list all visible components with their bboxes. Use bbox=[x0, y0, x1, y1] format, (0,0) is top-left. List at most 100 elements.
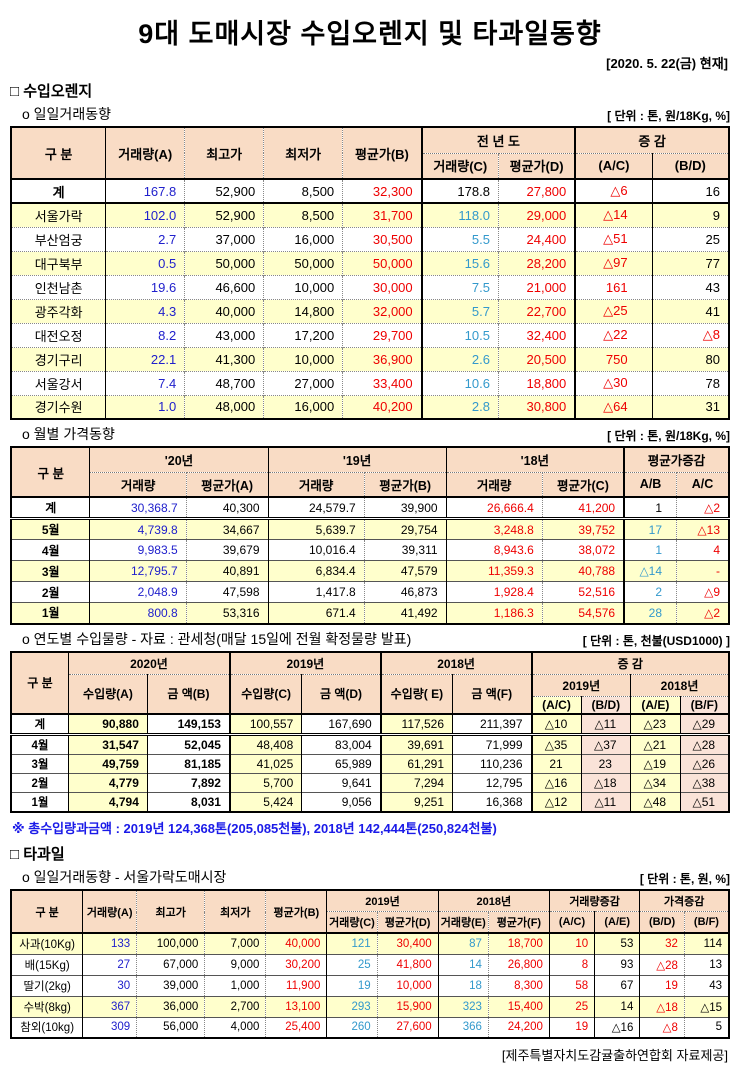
table-cell: 27,800 bbox=[498, 179, 577, 203]
table-cell: 31,547 bbox=[68, 734, 148, 755]
table-cell: 323 bbox=[438, 996, 489, 1017]
table-cell: 37,000 bbox=[184, 227, 265, 251]
row-label: 사과(10Kg) bbox=[11, 933, 84, 954]
column-header: 금 액(B) bbox=[147, 674, 231, 714]
table-cell: 11,359.3 bbox=[446, 560, 543, 582]
column-header: 평균가(F) bbox=[488, 911, 550, 933]
row-label: 계 bbox=[11, 714, 69, 735]
table-cell: 4 bbox=[713, 543, 720, 557]
column-header: 2019년 bbox=[326, 890, 439, 912]
table-cell: 40,200 bbox=[342, 395, 423, 419]
column-header: 증 감 bbox=[531, 651, 729, 675]
table-cell: △13 bbox=[676, 518, 729, 540]
table-row: 인천남촌 19.6 46,600 10,000 30,000 7.5 21,000 161 43 bbox=[11, 275, 729, 299]
column-header: 거래량 bbox=[268, 472, 365, 497]
row-label: 수박(8kg) bbox=[11, 996, 84, 1017]
table-row: 3월 49,759 81,185 41,025 65,989 61,291 110,236 2… bbox=[11, 754, 729, 774]
column-header: '20년 bbox=[89, 447, 269, 473]
table-row: 3월 12,795.7 40,891 6,834.4 47,579 11,359.3 40,… bbox=[11, 560, 729, 582]
table-cell: 19 bbox=[326, 975, 378, 996]
table-cell: 15,400 bbox=[488, 996, 550, 1017]
table-cell: 78 bbox=[705, 375, 720, 391]
column-header: 전 년 도 bbox=[421, 127, 577, 154]
table-cell: △34 bbox=[630, 773, 681, 793]
column-header: 거래량(E) bbox=[438, 911, 489, 933]
table-cell: 67,000 bbox=[136, 954, 206, 975]
table-cell: 23 bbox=[581, 754, 632, 774]
table-cell: 8,500 bbox=[263, 203, 344, 227]
table-row: 경기구리 22.1 41,300 10,000 36,900 2.6 20,500 750 80 bbox=[11, 347, 729, 371]
column-header: (B/D) bbox=[652, 153, 729, 179]
table-cell: 19.6 bbox=[105, 275, 186, 299]
table-cell: △9 bbox=[704, 585, 720, 599]
fruit-daily-trade-table-header: 구 분 거래량(A) 최고가 최저가 평균가(B) 2019년 2018년 거래량증감 가격증감… bbox=[11, 890, 729, 933]
table-row: 참외(10kg) 309 56,000 4,000 25,400 260 27,600 366… bbox=[11, 1017, 729, 1038]
table-cell: 100,557 bbox=[229, 714, 303, 735]
column-header: 수입량(C) bbox=[229, 674, 303, 714]
table-cell: 80 bbox=[652, 347, 729, 371]
table-row: 계 90,880 149,153 100,557 167,690 117,526 211,3… bbox=[11, 714, 729, 735]
table-cell: 12,795.7 bbox=[89, 560, 187, 582]
table-cell: 47,579 bbox=[364, 560, 447, 582]
table-cell: 2,048.9 bbox=[89, 581, 187, 603]
table-cell: 25,400 bbox=[265, 1017, 328, 1038]
table-cell: 48,000 bbox=[184, 395, 265, 419]
table-row: 딸기(2kg) 30 39,000 1,000 11,900 19 10,000 18 8,30… bbox=[11, 975, 729, 996]
table-cell: 47,598 bbox=[186, 581, 269, 603]
table-cell: 1 bbox=[624, 497, 678, 519]
row-label: 딸기(2kg) bbox=[11, 975, 84, 996]
table-cell: 10,000 bbox=[377, 975, 439, 996]
table-cell: △48 bbox=[630, 792, 681, 812]
table-cell: 27 bbox=[82, 954, 138, 975]
table-row: 1월 4,794 8,031 5,424 9,056 9,251 16,368 △12 △11 △… bbox=[11, 792, 729, 812]
column-header: 금 액(F) bbox=[452, 674, 533, 714]
row-label: 참외(10kg) bbox=[11, 1017, 84, 1038]
row-label: 광주각화 bbox=[11, 299, 107, 323]
table-cell: 5.5 bbox=[421, 227, 499, 251]
table-cell: 10.6 bbox=[421, 371, 499, 395]
row-label: 4월 bbox=[11, 734, 69, 755]
table-cell: △8 bbox=[639, 1017, 685, 1038]
table-cell: △16 bbox=[594, 1017, 641, 1038]
table-cell: 25 bbox=[326, 954, 378, 975]
section-heading-imported-orange: □ 수입오렌지 bbox=[10, 83, 93, 100]
table-cell: 10,000 bbox=[263, 347, 344, 371]
table-cell: 10 bbox=[549, 933, 596, 954]
column-header: 금 액(D) bbox=[301, 674, 382, 714]
row-label: 서울가락 bbox=[11, 203, 107, 227]
table-cell: 7.4 bbox=[105, 371, 186, 395]
header-row: 거래량(C) 평균가(D) (A/C) (B/D) bbox=[11, 153, 729, 179]
monthly-price-table-header: 구 분 '20년 '19년 '18년 평균가증감 거래량 평균가(A) 거래량 평균가(B) 거래… bbox=[11, 447, 729, 497]
subsection-title-yearly-import: o 연도별 수입물량 - 자료 : 관세청(매달 15일에 전월 확정물량 발표… bbox=[22, 630, 412, 647]
subsection-title-monthly-price: o 월별 가격동향 bbox=[22, 426, 115, 442]
table-cell: 15.6 bbox=[421, 251, 499, 275]
table-cell: △11 bbox=[581, 714, 632, 735]
table-cell: 117,526 bbox=[380, 714, 454, 735]
table-cell: 52,045 bbox=[147, 734, 231, 755]
table-cell: 49,759 bbox=[68, 754, 148, 774]
table-row: 대전오정 8.2 43,000 17,200 29,700 10.5 32,400 △22 △8 bbox=[11, 323, 729, 347]
table-cell: 366 bbox=[438, 1017, 489, 1038]
header-row: 구 분 2020년 2019년 2018년 증 감 bbox=[11, 651, 729, 714]
row-label: 4월 bbox=[11, 539, 91, 561]
table-cell: 30,368.7 bbox=[89, 497, 187, 519]
table-row: 경기수원 1.0 48,000 16,000 40,200 2.8 30,800 △64 31 bbox=[11, 395, 729, 419]
column-header: 평균가(A) bbox=[186, 472, 269, 497]
table-cell: 29,754 bbox=[364, 518, 447, 540]
table-cell: 114 bbox=[684, 933, 729, 954]
table-cell: 2.8 bbox=[421, 395, 499, 419]
table-cell: 32,300 bbox=[342, 179, 423, 203]
table-cell: 167,690 bbox=[301, 714, 382, 735]
table-cell: △51 bbox=[575, 227, 653, 251]
table-row: 5월 4,739.8 34,667 5,639.7 29,754 3,248.8 39,75… bbox=[11, 518, 729, 540]
table-cell: 24,400 bbox=[498, 227, 577, 251]
table-cell: △29 bbox=[680, 714, 729, 735]
column-header: (A/C) bbox=[575, 153, 653, 179]
table-cell: 10.5 bbox=[421, 323, 499, 347]
table-cell: 41,025 bbox=[229, 754, 303, 774]
table-cell: 14 bbox=[438, 954, 489, 975]
table-cell: 17,200 bbox=[263, 323, 344, 347]
table-cell: 1,417.8 bbox=[268, 581, 365, 603]
row-label: 계 bbox=[11, 179, 107, 203]
column-header: (B/F) bbox=[680, 696, 729, 714]
